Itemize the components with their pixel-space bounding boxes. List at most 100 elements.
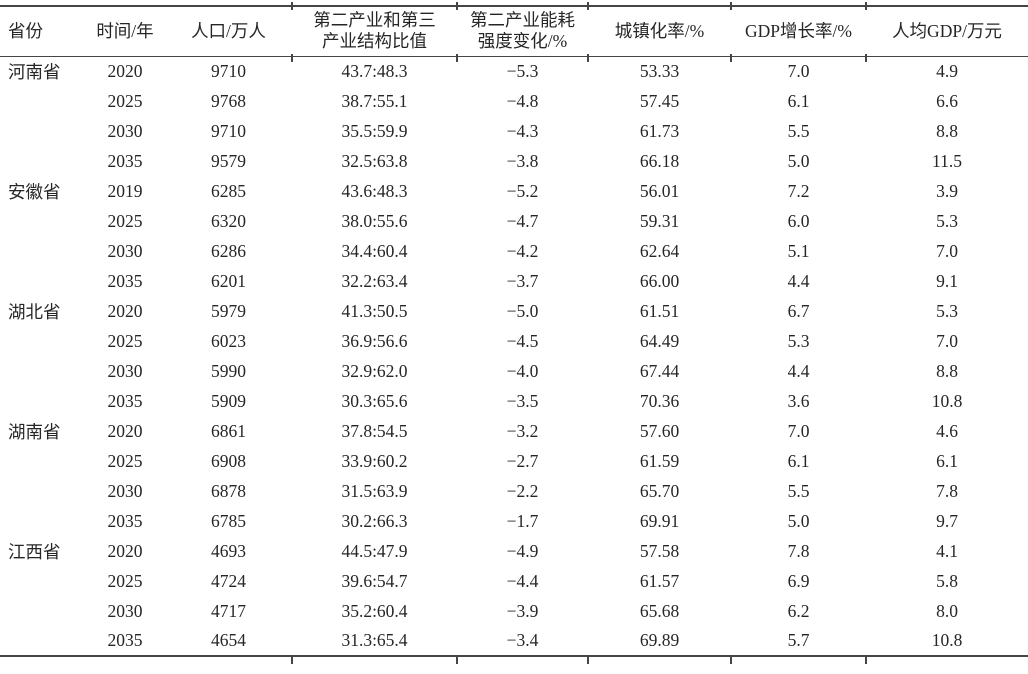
- table-row: 2025 6320 38.0:55.6 −4.7 59.31 6.0 5.3: [0, 206, 1028, 236]
- table-row: 2035 5909 30.3:65.6 −3.5 70.36 3.6 10.8: [0, 386, 1028, 416]
- cell-urbanization: 61.59: [639, 450, 680, 471]
- col-header-energy-intensity: 第二产业能耗 强度变化/%: [457, 6, 588, 57]
- table-row: 2025 9768 38.7:55.1 −4.8 57.45 6.1 6.6: [0, 86, 1028, 116]
- cell-industry-ratio: 31.5:63.9: [341, 480, 408, 501]
- table-row: 河南省 2020 9710 43.7:48.3 −5.3 53.33 7.0 4.9: [0, 56, 1028, 86]
- cell-energy-intensity: −4.3: [506, 120, 539, 141]
- cell-energy-intensity: −1.7: [506, 510, 539, 531]
- header-line-1: 第二产业和第三: [313, 9, 436, 30]
- cell-energy-intensity: −3.8: [506, 150, 539, 171]
- cell-gdp-per-capita: 7.0: [936, 240, 958, 261]
- column-boundary-tick: [456, 2, 458, 10]
- cell-population: 6785: [211, 510, 246, 531]
- header-line-2: 产业结构比值: [322, 31, 427, 52]
- cell-urbanization: 56.01: [639, 180, 680, 201]
- cell-population: 9710: [211, 120, 246, 141]
- cell-urbanization: 61.57: [639, 570, 680, 591]
- cell-province: 江西省: [8, 541, 61, 562]
- cell-gdp-per-capita: 5.3: [936, 300, 958, 321]
- cell-province: 湖北省: [8, 301, 61, 322]
- col-header-gdp-growth: GDP增长率/%: [731, 6, 866, 57]
- cell-industry-ratio: 31.3:65.4: [341, 630, 408, 650]
- column-boundary-tick: [587, 655, 589, 664]
- cell-energy-intensity: −5.3: [506, 60, 539, 81]
- table-row: 湖南省 2020 6861 37.8:54.5 −3.2 57.60 7.0 4.6: [0, 416, 1028, 446]
- cell-year: 2025: [107, 330, 143, 351]
- cell-gdp-per-capita: 10.8: [931, 630, 963, 650]
- cell-energy-intensity: −2.2: [506, 480, 539, 501]
- cell-gdp-growth: 7.8: [787, 540, 810, 561]
- cell-population: 5979: [211, 300, 246, 321]
- cell-energy-intensity: −4.4: [506, 570, 539, 591]
- col-header-urbanization: 城镇化率/%: [588, 6, 731, 57]
- cell-population: 6861: [211, 420, 246, 441]
- table-row: 2035 9579 32.5:63.8 −3.8 66.18 5.0 11.5: [0, 146, 1028, 176]
- cell-gdp-growth: 7.0: [787, 60, 810, 81]
- col-header-population: 人口/万人: [165, 6, 292, 57]
- cell-year: 2035: [107, 390, 143, 411]
- cell-gdp-growth: 6.2: [787, 600, 810, 621]
- cell-industry-ratio: 43.7:48.3: [341, 60, 408, 81]
- cell-energy-intensity: −4.9: [506, 540, 539, 561]
- cell-year: 2030: [107, 600, 143, 621]
- cell-year: 2019: [107, 180, 143, 201]
- cell-year: 2025: [107, 210, 143, 231]
- column-boundary-tick: [456, 655, 458, 664]
- cell-energy-intensity: −3.4: [506, 630, 539, 650]
- cell-industry-ratio: 38.7:55.1: [341, 90, 408, 111]
- col-header-year: 时间/年: [85, 6, 165, 57]
- cell-industry-ratio: 30.3:65.6: [341, 390, 408, 411]
- column-boundary-tick: [865, 2, 867, 10]
- cell-population: 9710: [211, 60, 246, 81]
- cell-province: [0, 386, 85, 416]
- cell-gdp-per-capita: 7.0: [936, 330, 958, 351]
- cell-gdp-growth: 5.5: [787, 480, 810, 501]
- cell-energy-intensity: −4.5: [506, 330, 539, 351]
- cell-industry-ratio: 30.2:66.3: [341, 510, 408, 531]
- cell-urbanization: 66.18: [639, 150, 680, 171]
- cell-industry-ratio: 39.6:54.7: [341, 570, 408, 591]
- header-line-1: 第二产业能耗: [470, 9, 575, 30]
- cell-industry-ratio: 35.5:59.9: [341, 120, 408, 141]
- cell-industry-ratio: 36.9:56.6: [341, 330, 408, 351]
- cell-gdp-per-capita: 8.8: [936, 120, 958, 141]
- table-header: 省份 时间/年 人口/万人 第二产业和第三 产业结构比值 第二产业能耗 强度变化…: [0, 6, 1028, 57]
- cell-population: 4693: [211, 540, 246, 561]
- cell-year: 2030: [107, 480, 143, 501]
- cell-gdp-per-capita: 5.8: [936, 570, 958, 591]
- table-row: 安徽省 2019 6285 43.6:48.3 −5.2 56.01 7.2 3.9: [0, 176, 1028, 206]
- cell-industry-ratio: 32.5:63.8: [341, 150, 408, 171]
- cell-gdp-growth: 5.3: [787, 330, 810, 351]
- table-row: 2030 6878 31.5:63.9 −2.2 65.70 5.5 7.8: [0, 476, 1028, 506]
- column-boundary-tick: [291, 2, 293, 10]
- cell-population: 6878: [211, 480, 246, 501]
- cell-gdp-per-capita: 4.6: [936, 420, 958, 441]
- table-row: 2030 6286 34.4:60.4 −4.2 62.64 5.1 7.0: [0, 236, 1028, 266]
- cell-province: 湖南省: [8, 421, 61, 442]
- cell-population: 6023: [211, 330, 246, 351]
- table-row: 2035 6785 30.2:66.3 −1.7 69.91 5.0 9.7: [0, 506, 1028, 536]
- header-line-2: 强度变化/%: [477, 31, 568, 52]
- cell-urbanization: 53.33: [639, 60, 680, 81]
- column-boundary-tick: [291, 655, 293, 664]
- cell-gdp-growth: 4.4: [787, 270, 810, 291]
- cell-year: 2035: [107, 150, 143, 171]
- cell-industry-ratio: 37.8:54.5: [341, 420, 408, 441]
- column-boundary-tick: [730, 2, 732, 10]
- cell-province: [0, 356, 85, 386]
- cell-year: 2025: [107, 570, 143, 591]
- cell-population: 5909: [211, 390, 246, 411]
- cell-population: 4724: [211, 570, 246, 591]
- cell-gdp-per-capita: 6.6: [936, 90, 958, 111]
- cell-gdp-growth: 6.7: [787, 300, 810, 321]
- table-row: 2025 6908 33.9:60.2 −2.7 61.59 6.1 6.1: [0, 446, 1028, 476]
- cell-industry-ratio: 32.9:62.0: [341, 360, 408, 381]
- cell-gdp-per-capita: 3.9: [936, 180, 958, 201]
- cell-industry-ratio: 41.3:50.5: [341, 300, 408, 321]
- cell-urbanization: 59.31: [639, 210, 680, 231]
- table-row: 2030 9710 35.5:59.9 −4.3 61.73 5.5 8.8: [0, 116, 1028, 146]
- column-boundary-tick: [730, 53, 732, 62]
- cell-energy-intensity: −5.2: [506, 180, 539, 201]
- cell-population: 6320: [211, 210, 246, 231]
